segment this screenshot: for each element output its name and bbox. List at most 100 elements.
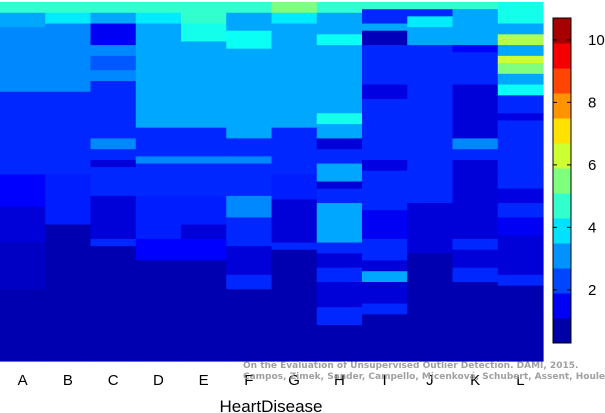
heatmap-cell-l-16 xyxy=(497,274,544,287)
heatmap-cell-k-3 xyxy=(452,45,499,53)
heatmap-cell-j-3 xyxy=(407,27,454,46)
heatmap-cell-j-4 xyxy=(407,45,454,64)
heatmap-cell-c-6 xyxy=(90,80,137,140)
heatmap-cell-d-6 xyxy=(135,195,182,240)
heatmap-cell-g-4 xyxy=(271,174,318,201)
heatmap-cells xyxy=(0,2,544,362)
heatmap-cell-d-3 xyxy=(135,127,182,157)
heatmap-cell-k-13 xyxy=(452,249,499,269)
credit-line-1: On the Evaluation of Unsupervised Outlie… xyxy=(243,361,579,371)
heatmap-cell-c-5 xyxy=(90,70,137,82)
heatmap-cell-f-11 xyxy=(226,289,273,362)
heatmap-cell-h-2 xyxy=(316,34,363,46)
heatmap-cell-k-9 xyxy=(452,159,499,168)
heatmap-cell-g-5 xyxy=(271,199,318,244)
colorbar-swatch-0 xyxy=(553,318,571,344)
colorbar-tick-label-4: 4 xyxy=(588,219,596,236)
heatmap-cell-l-14 xyxy=(497,217,544,236)
heatmap-cell-e-4 xyxy=(181,156,227,165)
heatmap-cell-e-8 xyxy=(181,238,227,262)
colorbar-swatch-7 xyxy=(553,143,571,169)
heatmap-cell-d-7 xyxy=(135,238,182,262)
column-label-j: J xyxy=(426,372,434,389)
heatmap-cell-a-3 xyxy=(0,91,46,175)
heatmap-cell-i-15 xyxy=(362,314,408,362)
colorbar-swatch-3 xyxy=(553,243,571,269)
heatmap-cell-h-16 xyxy=(316,307,363,326)
heatmap-cell-i-12 xyxy=(362,271,408,283)
heatmap-cell-l-0 xyxy=(497,2,544,25)
heatmap-cell-f-6 xyxy=(226,163,273,197)
colorbar-tick-label-6: 6 xyxy=(588,157,596,174)
heatmap-cell-b-4 xyxy=(45,174,92,226)
colorbar-swatch-10 xyxy=(553,68,571,94)
column-label-a: A xyxy=(18,372,28,389)
heatmap-cell-a-1 xyxy=(0,12,46,28)
heatmap-cell-g-0 xyxy=(271,2,318,14)
column-label-d: D xyxy=(153,372,164,389)
colorbar-frame xyxy=(552,17,572,344)
heatmap-cell-h-9 xyxy=(316,181,363,190)
heatmap-cell-h-17 xyxy=(316,325,363,362)
heatmap-cell-f-5 xyxy=(226,156,273,165)
heatmap-cell-h-13 xyxy=(316,253,363,269)
heatmap-cell-c-2 xyxy=(90,23,137,46)
heatmap-cell-k-7 xyxy=(452,138,499,150)
colorbar-tick-label-10: 10 xyxy=(588,32,605,49)
heatmap-cell-i-4 xyxy=(362,45,408,86)
heatmap-cell-c-10 xyxy=(90,167,137,197)
heatmap-cell-f-7 xyxy=(226,195,273,218)
heatmap-cell-a-2 xyxy=(0,27,46,93)
heatmap-cell-g-1 xyxy=(271,12,318,25)
heatmap-cell-g-3 xyxy=(271,127,318,175)
heatmap-cell-k-14 xyxy=(452,267,499,283)
heatmap-cell-a-5 xyxy=(0,206,46,244)
heatmap-cell-h-4 xyxy=(316,113,363,125)
heatmap-cell-i-2 xyxy=(362,23,408,32)
heatmap-cell-i-11 xyxy=(362,260,408,272)
heatmap-cell-f-3 xyxy=(226,48,273,140)
heatmap-cell-f-2 xyxy=(226,30,273,50)
colorbar-swatch-6 xyxy=(553,168,571,194)
heatmap-cell-a-0 xyxy=(0,2,46,14)
heatmap-cell-i-1 xyxy=(362,9,408,25)
heatmap-cell-a-7 xyxy=(0,289,46,362)
heatmap-cell-f-4 xyxy=(226,138,273,157)
heatmap-cell-a-4 xyxy=(0,174,46,208)
heatmap-cell-e-5 xyxy=(181,163,227,197)
heatmap-cell-b-3 xyxy=(45,91,92,175)
column-label-c: C xyxy=(108,372,119,389)
heatmap-cell-e-0 xyxy=(181,2,227,25)
heatmap-cell-b-5 xyxy=(45,224,92,362)
colorbar-tick-label-8: 8 xyxy=(588,94,596,111)
heatmap-cell-d-8 xyxy=(135,260,182,362)
heatmap-cell-l-1 xyxy=(497,23,544,35)
heatmap-cell-g-7 xyxy=(271,249,318,362)
heatmap-cell-j-7 xyxy=(407,203,454,254)
heatmap-cell-e-9 xyxy=(181,260,227,362)
colorbar-swatch-5 xyxy=(553,193,571,219)
heatmap-cell-l-8 xyxy=(497,95,544,114)
heatmap-cell-c-11 xyxy=(90,195,137,240)
heatmap-cell-l-4 xyxy=(497,55,544,64)
heatmap-cell-h-14 xyxy=(316,267,363,283)
heatmap-cell-k-6 xyxy=(452,102,499,140)
heatmap-cell-l-13 xyxy=(497,203,544,218)
heatmap-cell-j-6 xyxy=(407,170,454,204)
heatmap-cell-c-9 xyxy=(90,159,137,168)
credit-line-2: Campos, Zimek, Sander, Campello, Micenko… xyxy=(243,372,605,382)
heatmap-cell-l-2 xyxy=(497,34,544,46)
colorbar-swatch-12 xyxy=(553,18,571,44)
heatmap-cell-h-10 xyxy=(316,188,363,204)
column-labels: A B C D E F G H I J K L xyxy=(18,372,525,389)
heatmap-cell-e-3 xyxy=(181,127,227,157)
heatmap-cell-l-15 xyxy=(497,235,544,276)
heatmap-cell-h-11 xyxy=(316,203,363,244)
heatmap-cell-i-5 xyxy=(362,84,408,100)
heatmap-cell-k-10 xyxy=(452,167,499,197)
heatmap-cell-f-0 xyxy=(226,2,273,14)
column-label-b: B xyxy=(63,372,73,389)
heatmap-cell-k-12 xyxy=(452,238,499,251)
